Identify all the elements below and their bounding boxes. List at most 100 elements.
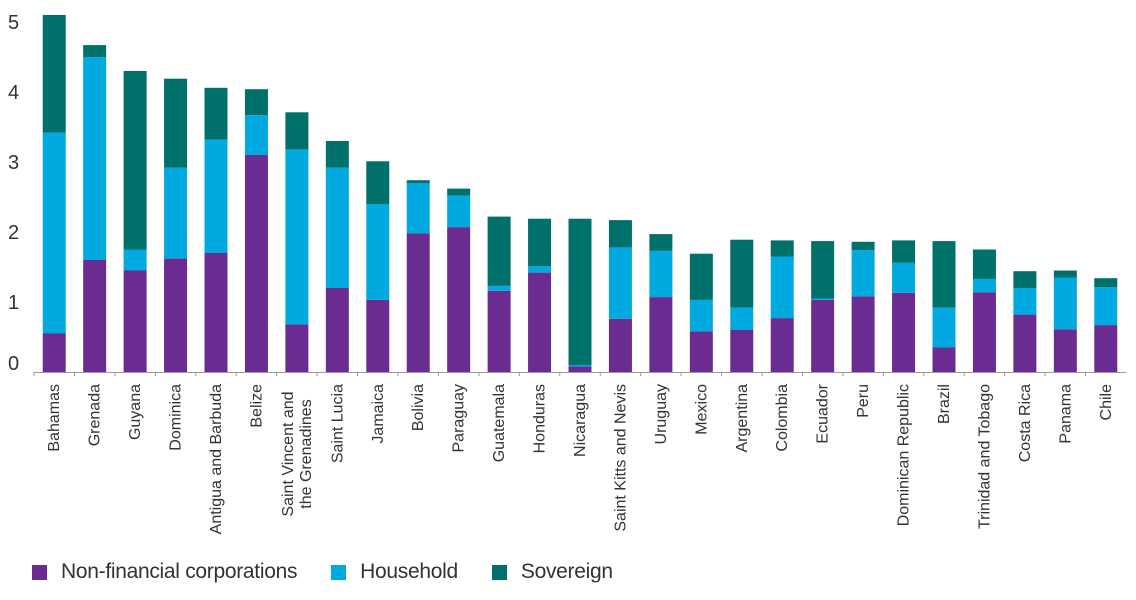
bar-mexico-household — [689, 299, 713, 332]
x-tick-label-brazil: Brazil — [936, 384, 953, 424]
bar-dominica-non-financial-corporations — [164, 258, 188, 372]
bar-argentina-sovereign — [730, 239, 754, 308]
bar-trinidad-and-tobago-sovereign — [972, 249, 996, 279]
bar-guatemala-household — [487, 285, 511, 291]
bar-grenada-household — [83, 57, 107, 260]
bar-honduras-non-financial-corporations — [528, 272, 552, 372]
bar-grenada-sovereign — [83, 45, 107, 57]
bar-panama-sovereign — [1053, 270, 1077, 278]
bar-antigua-and-barbuda-non-financial-corporations — [204, 253, 228, 372]
legend-label-non-financial-corporations: Non-financial corporations — [61, 560, 298, 583]
bar-ecuador-sovereign — [811, 241, 835, 299]
y-tick-label: 0 — [8, 353, 19, 375]
x-tick-label-dominican-republic: Dominican Republic — [896, 384, 913, 526]
x-tick-label-mexico: Mexico — [693, 384, 710, 435]
bar-grenada-non-financial-corporations — [83, 260, 107, 372]
legend-swatch-sovereign — [491, 564, 507, 580]
bar-brazil-non-financial-corporations — [932, 347, 956, 372]
bar-saint-kitts-and-nevis-non-financial-corporations — [608, 318, 632, 372]
bar-belize-household — [244, 115, 268, 155]
bar-peru-household — [851, 250, 875, 297]
legend-item-non-financial-corporations: Non-financial corporations — [32, 560, 297, 584]
bar-jamaica-non-financial-corporations — [366, 299, 390, 372]
bar-costa-rica-household — [1013, 288, 1037, 315]
bar-peru-sovereign — [851, 241, 875, 251]
bar-dominica-sovereign — [164, 78, 188, 168]
bar-chile-household — [1094, 287, 1118, 326]
y-tick-label: 2 — [8, 222, 19, 244]
bar-argentina-non-financial-corporations — [730, 330, 754, 372]
x-tick-label-uruguay: Uruguay — [653, 384, 670, 444]
bar-antigua-and-barbuda-sovereign — [204, 87, 228, 140]
bar-saint-kitts-and-nevis-household — [608, 247, 632, 319]
bar-panama-household — [1053, 277, 1077, 330]
x-tick-label-bahamas: Bahamas — [46, 384, 63, 452]
bar-mexico-sovereign — [689, 253, 713, 300]
x-axis-labels: Bahamas Grenada Guyana Dominica Antigua and … — [33, 372, 1115, 534]
bar-costa-rica-non-financial-corporations — [1013, 314, 1037, 372]
bar-dominica-household — [164, 167, 188, 259]
x-tick-label-belize: Belize — [248, 384, 265, 428]
bar-guatemala-non-financial-corporations — [487, 290, 511, 372]
bar-bahamas-household — [42, 132, 66, 334]
bar-trinidad-and-tobago-household — [972, 278, 996, 293]
x-tick-label-antigua-and-barbuda: Antigua and Barbuda — [208, 384, 225, 534]
bar-saint-vincent-and-the-grenadines-sovereign — [285, 112, 309, 150]
bar-saint-kitts-and-nevis-sovereign — [608, 220, 632, 248]
x-tick-label-chile: Chile — [1098, 384, 1115, 421]
bar-guyana-sovereign — [123, 71, 147, 250]
bar-bolivia-sovereign — [406, 180, 430, 183]
bar-antigua-and-barbuda-household — [204, 139, 228, 253]
bar-ecuador-household — [811, 298, 835, 300]
legend-swatch-non-financial-corporations — [32, 564, 47, 580]
x-tick-label-panama: Panama — [1057, 384, 1074, 444]
bar-guyana-non-financial-corporations — [123, 270, 147, 372]
bar-belize-sovereign — [244, 89, 268, 116]
y-tick-label: 1 — [8, 292, 19, 314]
x-tick-label-saint-lucia: Saint Lucia — [329, 384, 346, 463]
legend-label-sovereign: Sovereign — [520, 560, 613, 583]
bar-saint-vincent-and-the-grenadines-non-financial-corporations — [285, 324, 309, 372]
legend-label-household: Household — [360, 560, 458, 583]
x-tick-label-dominica: Dominica — [168, 384, 185, 451]
bar-costa-rica-sovereign — [1013, 271, 1037, 288]
legend-item-household: Household — [331, 560, 458, 584]
bar-jamaica-sovereign — [366, 161, 390, 204]
bar-bahamas-sovereign — [42, 15, 66, 133]
x-tick-label-saint-vincent-and-the-grenadines: Saint Vincent andthe Grenadines — [280, 391, 315, 516]
bar-uruguay-sovereign — [649, 234, 673, 251]
bar-colombia-sovereign — [770, 240, 794, 257]
bar-belize-non-financial-corporations — [244, 155, 268, 372]
bar-dominican-republic-non-financial-corporations — [892, 292, 916, 372]
bar-peru-non-financial-corporations — [851, 296, 875, 372]
bar-chile-sovereign — [1094, 278, 1118, 288]
x-tick-label-peru: Peru — [855, 384, 872, 418]
bar-honduras-sovereign — [528, 218, 552, 267]
bar-argentina-household — [730, 307, 754, 330]
x-tick-label-guyana: Guyana — [127, 384, 144, 440]
bar-dominican-republic-sovereign — [892, 240, 916, 263]
x-tick-label-grenada: Grenada — [87, 384, 104, 446]
bar-paraguay-household — [447, 195, 471, 228]
x-tick-label-jamaica: Jamaica — [370, 384, 387, 444]
x-tick-label-nicaragua: Nicaragua — [572, 384, 589, 457]
bar-bahamas-non-financial-corporations — [42, 333, 66, 372]
x-tick-label-guatemala: Guatemala — [491, 384, 508, 462]
bar-bolivia-non-financial-corporations — [406, 233, 430, 372]
bar-saint-lucia-sovereign — [325, 141, 349, 168]
bar-panama-non-financial-corporations — [1053, 329, 1077, 372]
bar-jamaica-household — [366, 204, 390, 300]
x-tick-label-trinidad-and-tobago: Trinidad and Tobago — [976, 384, 993, 529]
bar-nicaragua-non-financial-corporations — [568, 366, 592, 372]
x-tick-label-ecuador: Ecuador — [815, 383, 832, 443]
bar-nicaragua-sovereign — [568, 218, 592, 365]
bar-paraguay-non-financial-corporations — [447, 227, 471, 372]
bar-dominican-republic-household — [892, 262, 916, 293]
bar-colombia-non-financial-corporations — [770, 318, 794, 372]
x-tick-label-saint-kitts-and-nevis: Saint Kitts and Nevis — [612, 384, 629, 532]
x-tick-label-honduras: Honduras — [532, 384, 549, 453]
legend-swatch-household — [331, 564, 347, 580]
bar-colombia-household — [770, 256, 794, 319]
x-tick-label-costa-rica: Costa Rica — [1017, 384, 1034, 462]
